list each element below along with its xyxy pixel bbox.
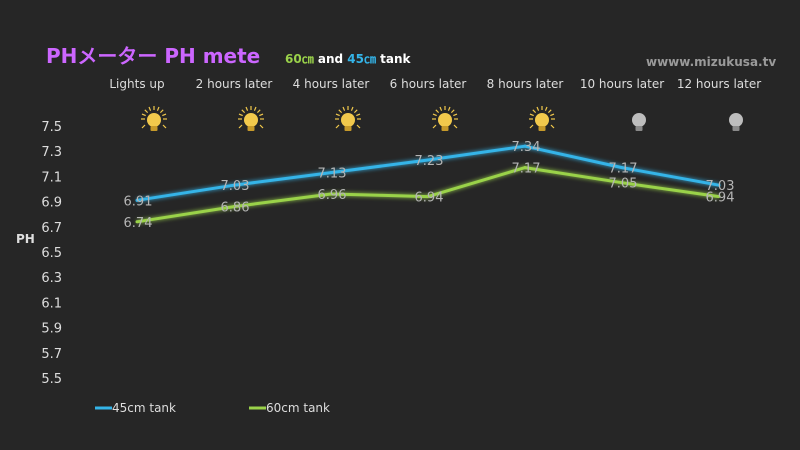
y-tick-label: 5.5 [41, 372, 62, 387]
data-point [426, 158, 430, 162]
series-lines [135, 144, 721, 224]
subtitle-and: and [313, 52, 348, 66]
data-point [523, 166, 527, 170]
y-tick-label: 6.1 [41, 296, 62, 311]
y-axis-label: PH [16, 232, 35, 246]
chart-title: PHメーター PH mete [46, 44, 261, 68]
y-tick-label: 5.7 [41, 347, 62, 362]
data-point [329, 171, 333, 175]
data-label: 7.03 [706, 179, 735, 194]
legend: 45cm tank 60cm tank [95, 401, 330, 415]
x-tick-label: Lights up [109, 77, 164, 91]
y-tick-label: 6.9 [41, 196, 62, 211]
y-tick-label: 6.5 [41, 246, 62, 261]
legend-label: 45cm tank [112, 401, 176, 415]
y-tick-label: 6.3 [41, 271, 62, 286]
data-label: 6.86 [221, 201, 250, 216]
data-label: 6.94 [415, 191, 444, 206]
data-point [426, 195, 430, 199]
data-label: 7.13 [318, 167, 347, 182]
data-labels: 6.91 7.03 7.13 7.23 7.34 7.17 7.03 6.74 6.86 6.96… [124, 140, 735, 231]
data-label: 7.23 [415, 154, 444, 169]
x-tick-label: 12 hours later [677, 77, 761, 91]
y-tick-label: 7.5 [41, 120, 62, 135]
data-point [523, 144, 527, 148]
bulb-off-icon [632, 113, 646, 131]
subtitle-tank: tank [376, 52, 411, 66]
data-label: 7.17 [512, 162, 541, 177]
subtitle-45cm: 45㎝ [347, 52, 376, 66]
bulb-off-icon [729, 113, 743, 131]
data-label: 6.94 [706, 191, 735, 206]
data-label: 7.17 [609, 162, 638, 177]
legend-label: 60cm tank [266, 401, 330, 415]
data-label: 6.96 [318, 188, 347, 203]
x-axis: Lights up 2 hours later 4 hours later 6 hou… [109, 77, 761, 91]
bulb-on-icon [335, 106, 361, 131]
bulb-on-icon [141, 106, 167, 131]
data-label: 6.74 [124, 216, 153, 231]
light-indicators [141, 106, 743, 131]
x-tick-label: 2 hours later [196, 77, 273, 91]
data-label: 6.91 [124, 194, 153, 209]
data-point [620, 166, 624, 170]
data-label: 7.03 [221, 179, 250, 194]
subtitle-60cm: 60㎝ [285, 52, 314, 66]
x-tick-label: 8 hours later [487, 77, 564, 91]
data-label: 7.05 [609, 177, 638, 192]
site-url: wwww.mizukusa.tv [646, 55, 777, 69]
data-point [135, 220, 139, 224]
y-tick-label: 6.7 [41, 221, 62, 236]
y-tick-label: 7.1 [41, 170, 62, 185]
data-point [232, 205, 236, 209]
data-label: 7.34 [512, 140, 541, 155]
y-tick-label: 7.3 [41, 145, 62, 160]
bulb-on-icon [238, 106, 264, 131]
chart-subtitle: 60㎝ and 45㎝ tank [285, 50, 411, 67]
data-point [620, 181, 624, 185]
x-tick-label: 4 hours later [293, 77, 370, 91]
x-tick-label: 10 hours later [580, 77, 664, 91]
y-axis: 7.5 7.3 7.1 6.9 6.7 6.5 6.3 6.1 5.9 5.7 5.5 PH [16, 120, 62, 387]
y-tick-label: 5.9 [41, 322, 62, 337]
data-point [717, 195, 721, 199]
data-point [135, 198, 139, 202]
data-point [717, 183, 721, 187]
x-tick-label: 6 hours later [390, 77, 467, 91]
data-point [232, 183, 236, 187]
bulb-on-icon [529, 106, 555, 131]
data-point [329, 192, 333, 196]
bulb-on-icon [432, 106, 458, 131]
